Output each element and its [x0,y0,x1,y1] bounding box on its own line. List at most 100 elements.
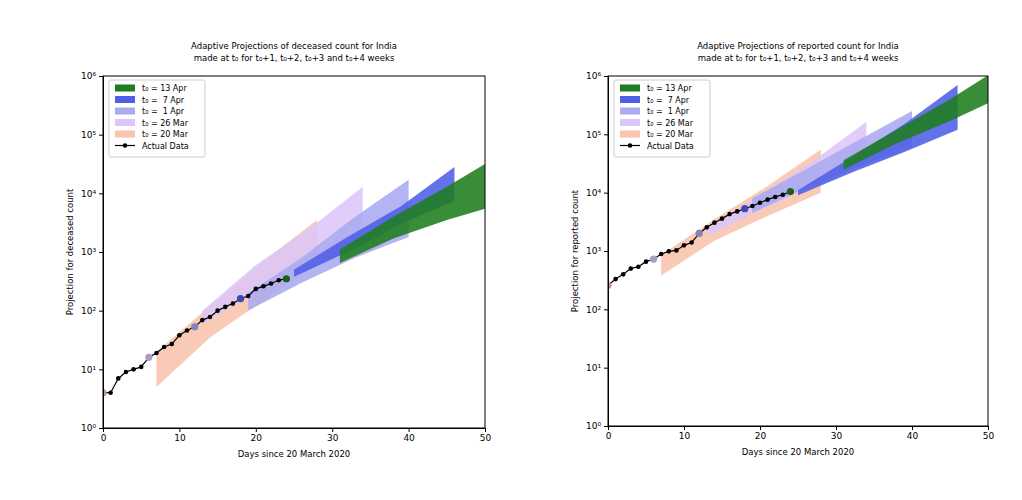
y-tick-label: 10² [586,305,601,315]
y-tick: 10⁴ [586,188,608,198]
x-tick: 10 [174,428,186,443]
y-tick: 10⁰ [586,421,608,431]
x-tick-mark [836,426,837,430]
y-tick: 10¹ [586,363,608,373]
x-tick: 10 [679,426,691,441]
y-tick: 10⁶ [586,71,608,81]
x-tick-mark [684,426,685,430]
y-tick: 10⁵ [81,130,103,140]
t0-point [145,354,152,361]
actual-point [276,278,281,283]
legend-entry: t₀ = 13 Apr [620,84,692,93]
actual-point [185,328,190,333]
x-axis: 01020304050 [101,428,492,443]
chart-subtitle: made at t₀ for t₀+1, t₀+2, t₀+3 and t₀+4… [698,53,899,63]
legend-swatch [620,108,640,115]
y-tick-mark [99,369,103,370]
legend-entry: t₀ = 26 Mar [115,119,189,128]
actual-point [727,212,732,217]
actual-point [131,367,136,372]
y-tick-mark [99,252,103,253]
plot-area [103,155,485,396]
x-axis-title: Days since 20 March 2020 [238,449,350,459]
y-tick-mark [604,426,608,427]
x-tick-label: 20 [755,431,767,441]
actual-point [659,252,664,257]
x-tick-mark [912,426,913,430]
panel: 0102030405010⁰10¹10²10³10⁴10⁵10⁶Adaptive… [65,41,500,459]
actual-point [621,272,626,277]
projection-band [844,76,988,169]
legend-swatch [620,131,640,138]
legend-swatch [115,96,135,103]
legend-swatch [115,119,135,126]
actual-point [705,225,710,230]
t0-point [283,275,290,282]
x-tick-mark [179,428,180,432]
projection-band [798,85,958,195]
x-tick: 20 [755,426,767,441]
t0-point [787,188,794,195]
y-tick: 10² [81,306,103,316]
projection-band [707,122,867,236]
legend-entry: t₀ = 1 Apr [620,107,690,116]
x-tick: 40 [403,428,415,443]
actual-point [682,243,687,248]
actual-point [773,195,778,200]
actual-point [750,204,755,209]
legend-box [109,80,205,157]
actual-point [108,390,113,395]
y-tick: 10² [586,305,608,315]
legend-label: Actual Data [142,142,189,151]
background [0,0,1022,500]
chart-root: 0102030405010⁰10¹10²10³10⁴10⁵10⁶Adaptive… [0,0,1022,500]
legend-marker [123,143,128,148]
y-tick-label: 10⁰ [81,423,96,433]
plot-frame [103,76,485,428]
actual-point [200,318,205,323]
actual-point [735,209,740,214]
y-axis-title: Projection for deceased count [65,188,75,315]
x-tick-label: 40 [403,433,415,443]
y-tick-mark [99,76,103,77]
y-tick-label: 10² [81,306,96,316]
chart-subtitle: made at t₀ for t₀+1, t₀+2, t₀+3 and t₀+4… [194,53,395,63]
actual-point [254,287,259,292]
y-axis-line [99,77,104,429]
actual-point [124,370,129,375]
y-axis-title: Projection for reported count [570,189,580,312]
y-axis: 10⁰10¹10²10³10⁴10⁵10⁶ [586,71,609,431]
y-tick-mark [604,134,608,135]
actual-point [162,345,167,350]
actual-point [636,264,641,269]
y-tick-mark [604,309,608,310]
x-axis-line [104,429,486,433]
x-tick-mark [332,428,333,432]
legend-entry: Actual Data [620,142,694,151]
x-tick-label: 10 [174,433,186,443]
y-tick-mark [604,76,608,77]
legend-label: t₀ = 20 Mar [647,130,694,139]
y-tick-label: 10⁴ [81,189,96,199]
x-tick-label: 50 [480,433,492,443]
y-tick-mark [604,368,608,369]
legend-entry: t₀ = 26 Mar [620,119,694,128]
y-tick: 10³ [81,247,103,257]
x-tick-label: 10 [679,431,691,441]
actual-point [781,192,786,197]
y-tick-label: 10³ [81,247,96,257]
actual-point [758,200,763,205]
chart-title: Adaptive Projections of reported count f… [697,41,899,51]
x-tick-label: 40 [907,431,919,441]
legend: t₀ = 13 Aprt₀ = 7 Aprt₀ = 1 Aprt₀ = 26 M… [109,80,205,157]
legend-entry: t₀ = 20 Mar [620,130,694,139]
x-tick-label: 0 [606,431,612,441]
panel: 0102030405010⁰10¹10²10³10⁴10⁵10⁶Adaptive… [570,41,1003,457]
plot-frame [608,76,988,426]
actual-point [269,281,274,286]
legend-swatch [620,85,640,92]
y-tick-mark [99,193,103,194]
y-tick: 10⁴ [81,189,103,199]
t0-point [650,255,657,262]
y-tick-label: 10⁵ [81,130,96,140]
